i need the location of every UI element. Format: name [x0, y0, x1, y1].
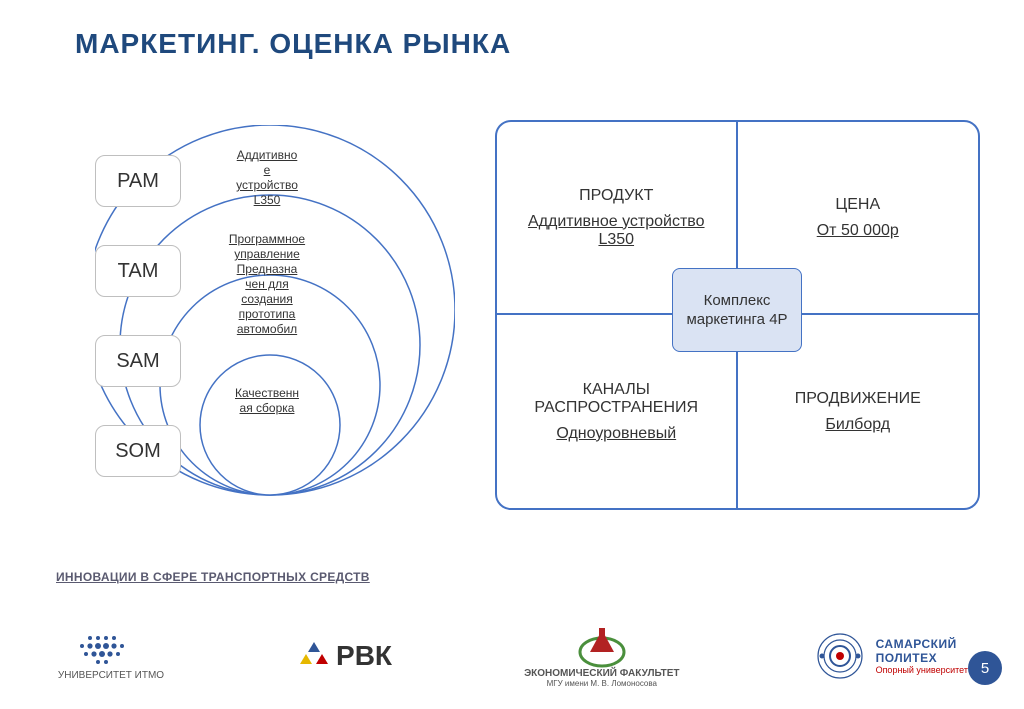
market-box-som: SOM [95, 425, 181, 477]
cell-title: КАНАЛЫ РАСПРОСТРАНЕНИЯ [509, 381, 724, 417]
footer-caption: ИННОВАЦИИ В СФЕРЕ ТРАНСПОРТНЫХ СРЕДСТВ [56, 570, 370, 584]
circle-label-1: АддитивноеустройствоL350 [212, 148, 322, 208]
circle-label-2: ПрограммноеуправлениеПредназначен длясоз… [212, 232, 322, 337]
politeh-line1: САМАРСКИЙ [876, 637, 968, 651]
logo-subcaption: МГУ имени М. В. Ломоносова [547, 679, 657, 688]
cell-title: ПРОДВИЖЕНИЕ [795, 390, 921, 408]
cell-title: ЦЕНА [835, 196, 880, 214]
logo-text: РВК [336, 640, 392, 672]
politeh-line2: ПОЛИТЕХ [876, 651, 968, 665]
cell-value: От 50 000р [817, 222, 899, 240]
page-title: МАРКЕТИНГ. ОЦЕНКА РЫНКА [75, 28, 511, 60]
circle-label-3: Качественная сборка [212, 386, 322, 416]
market-box-tam: TAM [95, 245, 181, 297]
logo-caption: ЭКОНОМИЧЕСКИЙ ФАКУЛЬТЕТ [524, 668, 679, 679]
matrix-center-chip: Комплекс маркетинга 4P [672, 268, 802, 352]
cell-value: Билборд [825, 416, 890, 434]
logo-caption: УНИВЕРСИТЕТ ИТМО [58, 670, 164, 681]
msu-crest-icon [576, 624, 628, 668]
logo-row: УНИВЕРСИТЕТ ИТМО РВК ЭКОНОМИЧЕСКИЙ ФАКУЛ… [56, 621, 968, 691]
market-box-pam: PAM [95, 155, 181, 207]
cell-value: Одноуровневый [556, 425, 676, 443]
cell-value: Аддитивное устройство L350 [509, 213, 724, 249]
cell-title: ПРОДУКТ [579, 187, 653, 205]
market-box-sam: SAM [95, 335, 181, 387]
logo-itmo: УНИВЕРСИТЕТ ИТМО [56, 632, 166, 681]
politeh-line3: Опорный университет [876, 665, 968, 675]
itmo-dots-icon [56, 632, 166, 670]
logo-politeh: САМАРСКИЙ ПОЛИТЕХ Опорный университет [812, 631, 968, 681]
rvk-icon [298, 640, 330, 672]
politeh-icon [812, 631, 868, 681]
page-number-badge: 5 [968, 651, 1002, 685]
logo-msu: ЭКОНОМИЧЕСКИЙ ФАКУЛЬТЕТ МГУ имени М. В. … [524, 624, 679, 688]
logo-rvk: РВК [298, 640, 392, 672]
